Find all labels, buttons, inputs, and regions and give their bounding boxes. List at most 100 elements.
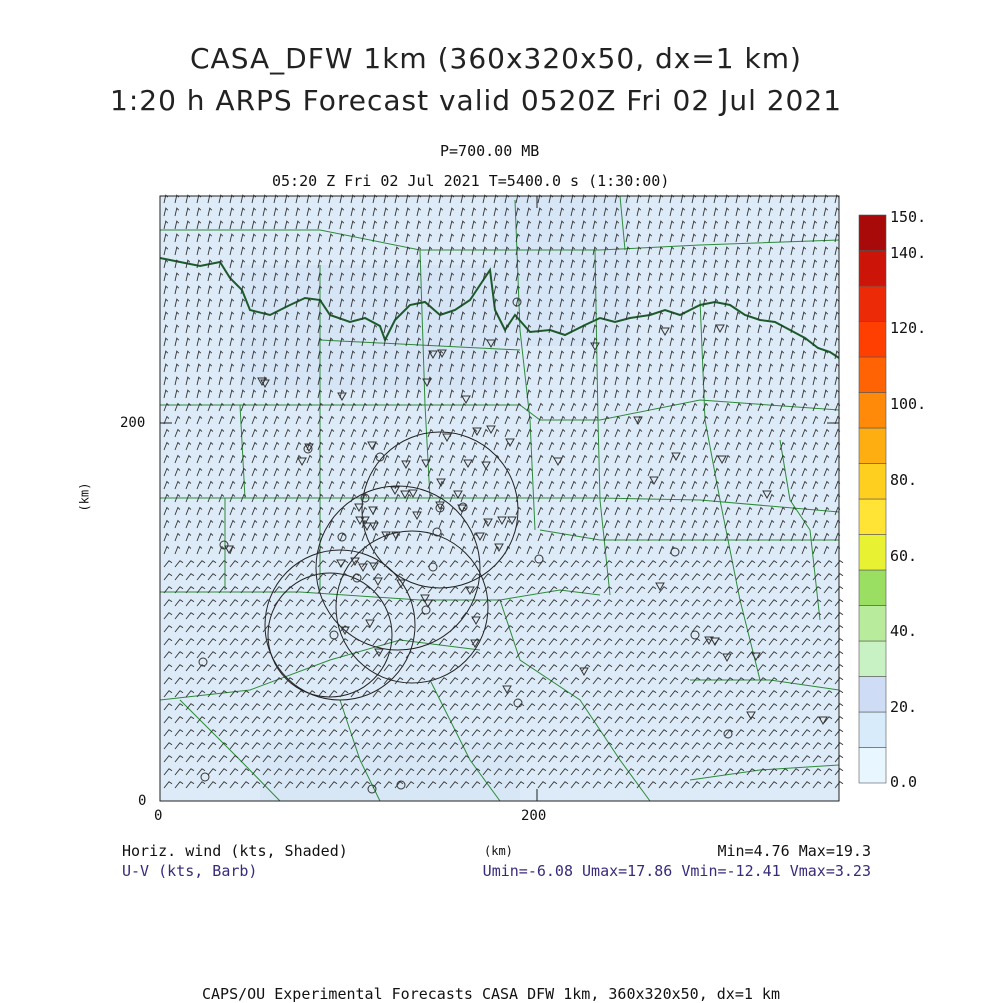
wind-barb (691, 259, 697, 269)
wind-barb (647, 233, 653, 243)
wind-barb (240, 612, 250, 620)
wind-barb (284, 337, 290, 347)
wind-barb (581, 612, 591, 620)
wind-barb (174, 586, 184, 594)
wind-barb (427, 690, 437, 698)
wind-barb (625, 519, 632, 529)
wind-barb (218, 573, 228, 581)
wind-barb (658, 545, 665, 555)
wind-barb (526, 532, 533, 542)
wind-barb (779, 729, 789, 737)
wind-barb (812, 638, 822, 646)
wind-barb (581, 781, 591, 789)
wind-barb (372, 467, 379, 477)
wind-barb (834, 690, 844, 698)
wind-barb (174, 376, 180, 386)
wind-barb (317, 467, 324, 477)
wind-barb (416, 690, 426, 698)
wind-barb (702, 625, 712, 633)
wind-barb (416, 586, 426, 594)
colorbar-segment (858, 569, 887, 606)
wind-barb (581, 389, 587, 399)
wind-barb (460, 625, 470, 633)
wind-barb (207, 519, 214, 529)
wind-barb (372, 768, 382, 776)
wind-barb (416, 272, 422, 282)
wind-barb (251, 389, 257, 399)
wind-barb (218, 651, 228, 659)
wind-barb (537, 664, 547, 672)
wind-barb (471, 363, 477, 373)
wind-barb (427, 638, 437, 646)
wind-barb (603, 220, 609, 230)
station-triangle (260, 379, 270, 389)
wind-barb (834, 389, 840, 399)
wind-barb (163, 389, 169, 399)
wind-barb (801, 454, 808, 464)
wind-barb (471, 376, 477, 386)
wind-barb (339, 716, 349, 724)
wind-barb (207, 729, 217, 737)
wind-barb (438, 560, 448, 568)
wind-barb (284, 532, 291, 542)
wind-barb (636, 742, 646, 750)
wind-barb (559, 415, 566, 425)
wind-barb (471, 729, 481, 737)
wind-barb (779, 480, 786, 490)
wind-barb (570, 690, 580, 698)
wind-barb (614, 194, 620, 204)
wind-barb (515, 519, 522, 529)
wind-barb (207, 194, 213, 204)
wind-barb (757, 220, 763, 230)
wind-barb (702, 545, 709, 555)
wind-barb (515, 337, 521, 347)
wind-barb (790, 703, 800, 711)
wind-barb (658, 638, 668, 646)
wind-barb (581, 729, 591, 737)
wind-barb (449, 729, 459, 737)
wind-barb (647, 480, 654, 490)
wind-barb (834, 194, 840, 204)
wind-barb (416, 573, 426, 581)
wind-barb (779, 246, 785, 256)
wind-barb (779, 716, 789, 724)
wind-barb (229, 651, 239, 659)
station-triangle (304, 443, 314, 453)
wind-barb (548, 207, 554, 217)
wind-barb (559, 677, 569, 685)
wind-barb (801, 415, 808, 425)
wind-barb (350, 493, 357, 503)
wind-barb (273, 625, 283, 633)
wind-barb (361, 586, 371, 594)
wind-barb (526, 664, 536, 672)
wind-barb (416, 677, 426, 685)
wind-barb (636, 677, 646, 685)
wind-barb (735, 233, 741, 243)
wind-barb (680, 599, 690, 607)
wind-barb (482, 664, 492, 672)
wind-barb (449, 402, 456, 412)
wind-barb (559, 651, 569, 659)
wind-barb (405, 298, 411, 308)
wind-barb (493, 729, 503, 737)
wind-barb (713, 259, 719, 269)
wind-barb (438, 363, 444, 373)
wind-barb (724, 324, 730, 334)
wind-barb (449, 480, 456, 490)
wind-barb (735, 545, 742, 555)
wind-barb (372, 272, 378, 282)
wind-barb (218, 259, 224, 269)
wind-barb (625, 285, 631, 295)
wind-barb (702, 376, 708, 386)
wind-barb (295, 454, 302, 464)
wind-barb (691, 402, 698, 412)
wind-barb (548, 599, 558, 607)
wind-barb (251, 363, 257, 373)
wind-barb (405, 207, 411, 217)
wind-barb (515, 467, 522, 477)
wind-barb (449, 389, 455, 399)
wind-barb (493, 599, 503, 607)
wind-barb (812, 194, 818, 204)
wind-barb (614, 415, 621, 425)
wind-barb (262, 664, 272, 672)
